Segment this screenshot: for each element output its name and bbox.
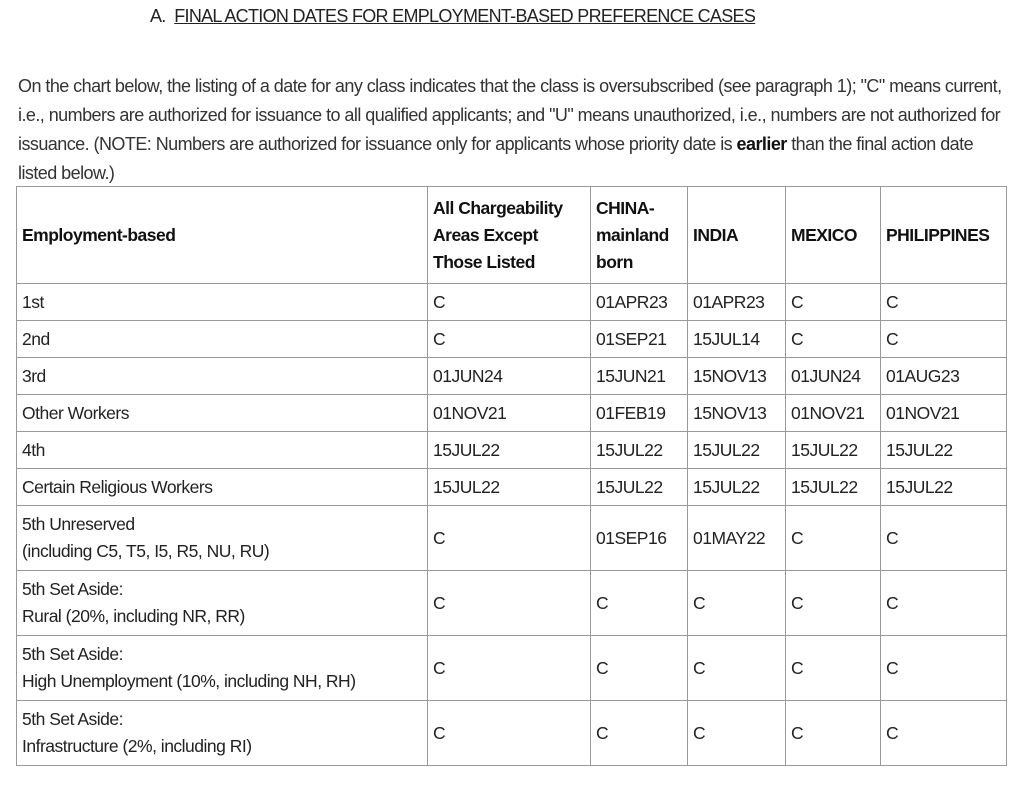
category-label: 4th — [22, 439, 45, 460]
intro-text: On the chart below, the listing of a dat… — [18, 76, 1002, 154]
date-cell: C — [427, 635, 591, 701]
table-row: 5th Set Aside: Infrastructure (2%, includ… — [16, 700, 1007, 766]
date-cell: 15JUL22 — [427, 431, 591, 469]
date-cell: 15JUL22 — [590, 468, 688, 506]
date-cell: 01SEP21 — [590, 320, 688, 358]
date-cell: 15JUL22 — [687, 431, 786, 469]
column-header: Employment-based — [16, 186, 428, 284]
date-cell: 01SEP16 — [590, 505, 688, 571]
row-category: Certain Religious Workers — [16, 468, 428, 506]
date-cell: 01MAY22 — [687, 505, 786, 571]
category-detail: Infrastructure (2%, including RI) — [22, 736, 252, 756]
row-category: 3rd — [16, 357, 428, 395]
table-row: 4th 15JUL22 15JUL22 15JUL22 15JUL22 15JUL22 — [16, 431, 1007, 469]
column-header: CHINA-mainland born — [590, 186, 688, 284]
category-label: 1st — [22, 291, 44, 312]
date-cell: 15JUL22 — [785, 468, 881, 506]
category-label: 5th Set Aside: — [22, 579, 124, 599]
table-row: 5th Unreserved (including C5, T5, I5, R5,… — [16, 505, 1007, 571]
table-row: 3rd 01JUN24 15JUN21 15NOV13 01JUN24 01AUG23 — [16, 357, 1007, 395]
date-cell: C — [785, 505, 881, 571]
date-cell: C — [880, 505, 1007, 571]
section-prefix: A. — [150, 6, 166, 26]
category-label: Other Workers — [22, 402, 129, 423]
section-title: FINAL ACTION DATES FOR EMPLOYMENT-BASED … — [174, 6, 756, 26]
date-cell: C — [687, 700, 786, 766]
date-cell: C — [427, 505, 591, 571]
row-category: 1st — [16, 283, 428, 321]
date-cell: C — [785, 570, 881, 636]
date-cell: 15JUL14 — [687, 320, 786, 358]
date-cell: 15JUL22 — [880, 431, 1007, 469]
date-cell: 15JUL22 — [590, 431, 688, 469]
date-cell: C — [687, 635, 786, 701]
row-category: 4th — [16, 431, 428, 469]
date-cell: 15NOV13 — [687, 357, 786, 395]
column-header: MEXICO — [785, 186, 881, 284]
table-row: 2nd C 01SEP21 15JUL14 C C — [16, 320, 1007, 358]
date-cell: C — [590, 570, 688, 636]
table-row: 1st C 01APR23 01APR23 C C — [16, 283, 1007, 321]
date-cell: 01APR23 — [687, 283, 786, 321]
column-header: All Chargeability Areas Except Those Lis… — [427, 186, 591, 284]
date-cell: 01JUN24 — [427, 357, 591, 395]
date-cell: C — [785, 320, 881, 358]
category-label: 5th Unreserved — [22, 514, 135, 534]
row-category: 2nd — [16, 320, 428, 358]
category-detail: (including C5, T5, I5, R5, NU, RU) — [22, 541, 270, 561]
date-cell: C — [785, 700, 881, 766]
final-action-dates-table: Employment-based All Chargeability Areas … — [16, 186, 1007, 766]
table-row: Certain Religious Workers 15JUL22 15JUL22 1… — [16, 468, 1007, 506]
row-category: 5th Set Aside: Infrastructure (2%, includ… — [16, 700, 428, 766]
row-category: 5th Set Aside: High Unemployment (10%, in… — [16, 635, 428, 701]
category-detail: Rural (20%, including NR, RR) — [22, 606, 245, 626]
date-cell: 15NOV13 — [687, 394, 786, 432]
date-cell: 01JUN24 — [785, 357, 881, 395]
date-cell: C — [427, 700, 591, 766]
date-cell: C — [687, 570, 786, 636]
category-label: 3rd — [22, 365, 46, 386]
row-category: 5th Unreserved (including C5, T5, I5, R5,… — [16, 505, 428, 571]
date-cell: C — [880, 700, 1007, 766]
date-cell: C — [427, 320, 591, 358]
table-row: 5th Set Aside: High Unemployment (10%, in… — [16, 635, 1007, 701]
column-header: INDIA — [687, 186, 786, 284]
table-row: 5th Set Aside: Rural (20%, including NR, … — [16, 570, 1007, 636]
date-cell: 15JUL22 — [785, 431, 881, 469]
date-cell: 15JUL22 — [880, 468, 1007, 506]
date-cell: C — [880, 283, 1007, 321]
section-heading: A. FINAL ACTION DATES FOR EMPLOYMENT-BAS… — [150, 6, 756, 27]
table-row: Other Workers 01NOV21 01FEB19 15NOV13 01NOV2… — [16, 394, 1007, 432]
date-cell: 01AUG23 — [880, 357, 1007, 395]
date-cell: C — [590, 700, 688, 766]
category-label: 2nd — [22, 328, 50, 349]
date-cell: C — [785, 635, 881, 701]
date-cell: C — [427, 283, 591, 321]
date-cell: 15JUN21 — [590, 357, 688, 395]
date-cell: 15JUL22 — [687, 468, 786, 506]
category-label: 5th Set Aside: — [22, 709, 124, 729]
intro-bold-text: earlier — [736, 134, 788, 154]
date-cell: C — [880, 320, 1007, 358]
column-header: PHILIPPINES — [880, 186, 1007, 284]
date-cell: C — [590, 635, 688, 701]
row-category: Other Workers — [16, 394, 428, 432]
table-header-row: Employment-based All Chargeability Areas … — [16, 186, 1007, 284]
date-cell: 01NOV21 — [427, 394, 591, 432]
date-cell: C — [880, 635, 1007, 701]
date-cell: C — [880, 570, 1007, 636]
intro-paragraph: On the chart below, the listing of a dat… — [18, 72, 1008, 188]
date-cell: 01NOV21 — [880, 394, 1007, 432]
intro-text-end: than the final action date listed below.… — [18, 134, 974, 183]
date-cell: 01FEB19 — [590, 394, 688, 432]
category-detail: High Unemployment (10%, including NH, RH… — [22, 671, 356, 691]
date-cell: 01NOV21 — [785, 394, 881, 432]
category-label: Certain Religious Workers — [22, 476, 213, 497]
date-cell: C — [427, 570, 591, 636]
date-cell: C — [785, 283, 881, 321]
category-label: 5th Set Aside: — [22, 644, 124, 664]
row-category: 5th Set Aside: Rural (20%, including NR, … — [16, 570, 428, 636]
date-cell: 01APR23 — [590, 283, 688, 321]
date-cell: 15JUL22 — [427, 468, 591, 506]
